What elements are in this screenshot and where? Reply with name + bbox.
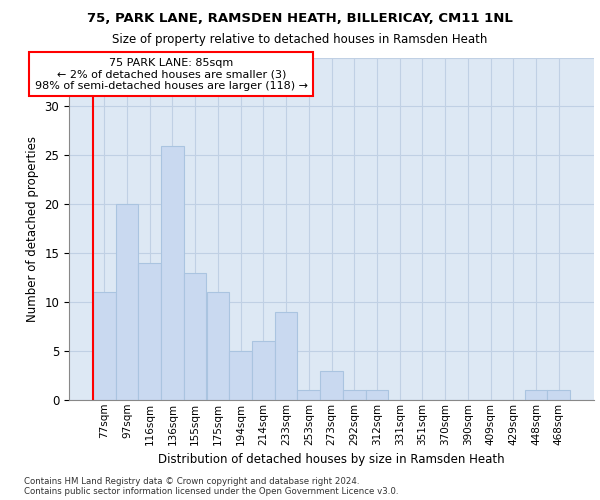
Bar <box>298 390 320 400</box>
Bar <box>343 390 365 400</box>
Bar <box>252 342 275 400</box>
Text: Contains public sector information licensed under the Open Government Licence v3: Contains public sector information licen… <box>24 487 398 496</box>
Bar <box>320 370 343 400</box>
Text: Size of property relative to detached houses in Ramsden Heath: Size of property relative to detached ho… <box>112 32 488 46</box>
Bar <box>547 390 570 400</box>
Bar <box>229 351 252 400</box>
X-axis label: Distribution of detached houses by size in Ramsden Heath: Distribution of detached houses by size … <box>158 453 505 466</box>
Bar <box>116 204 139 400</box>
Bar <box>524 390 547 400</box>
Text: 75, PARK LANE, RAMSDEN HEATH, BILLERICAY, CM11 1NL: 75, PARK LANE, RAMSDEN HEATH, BILLERICAY… <box>87 12 513 26</box>
Bar <box>206 292 229 400</box>
Bar <box>93 292 116 400</box>
Text: 75 PARK LANE: 85sqm
← 2% of detached houses are smaller (3)
98% of semi-detached: 75 PARK LANE: 85sqm ← 2% of detached hou… <box>35 58 308 90</box>
Bar <box>184 273 206 400</box>
Text: Contains HM Land Registry data © Crown copyright and database right 2024.: Contains HM Land Registry data © Crown c… <box>24 477 359 486</box>
Bar <box>275 312 298 400</box>
Bar <box>139 263 161 400</box>
Bar <box>365 390 388 400</box>
Y-axis label: Number of detached properties: Number of detached properties <box>26 136 39 322</box>
Bar <box>161 146 184 400</box>
